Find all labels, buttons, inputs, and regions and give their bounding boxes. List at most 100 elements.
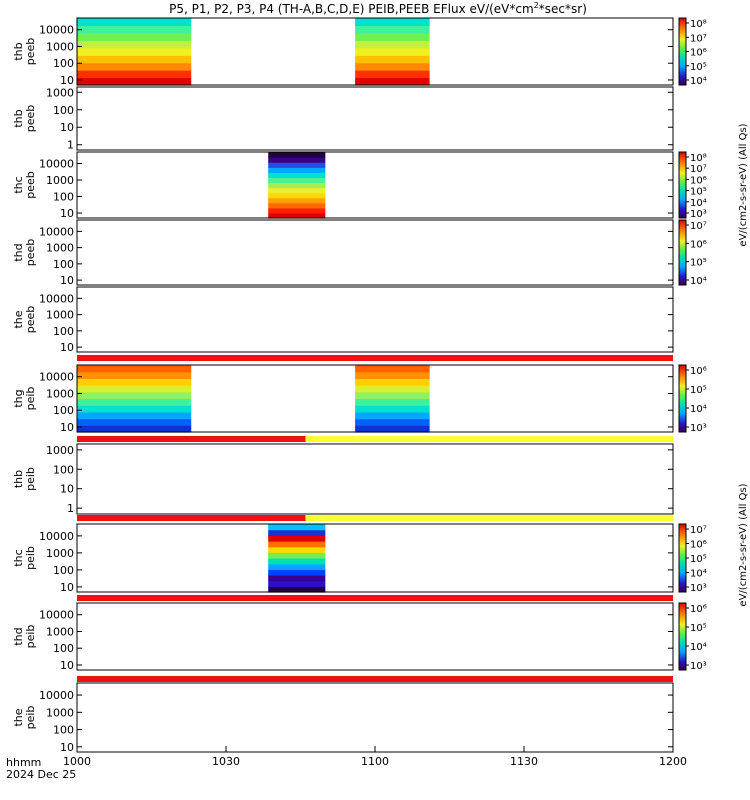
spectrogram-band: [77, 391, 192, 400]
spectrogram-band: [355, 18, 430, 27]
status-bar-red: [77, 355, 673, 361]
y-tick-label: 1000: [46, 40, 74, 53]
spectrogram-band: [77, 18, 192, 27]
status-bar-yellow: [305, 436, 673, 442]
x-tick-label: 1000: [63, 755, 91, 768]
y-axis-label-instrument: peeb: [24, 171, 37, 199]
panel-frame: [76, 682, 674, 753]
spectrogram-band: [268, 524, 326, 531]
y-tick-label: 100: [53, 564, 74, 577]
y-tick-label: 10000: [39, 530, 74, 543]
spectrogram-band: [268, 529, 326, 536]
colorbar-tick-label: 10⁶: [690, 239, 707, 250]
spectrogram-band: [268, 569, 326, 576]
y-axis-label-probe: thd: [12, 243, 25, 261]
spectrogram-band: [355, 418, 430, 426]
colorbar-tick-label: 10³: [690, 583, 707, 594]
colorbar-tick-label: 10⁴: [690, 76, 707, 87]
spectrogram-band: [355, 40, 430, 49]
spectrogram-band: [77, 418, 192, 426]
colorbar-tick-label: 10⁶: [690, 366, 707, 377]
panel-thb-peeb: 10000 1000 100 10 thb peeb: [12, 17, 674, 87]
panel-thb-peib: 1000 100 10 1 thb peib: [12, 443, 674, 515]
y-tick-label: 10000: [39, 371, 74, 384]
colorbar-tick-label: 10⁶: [690, 48, 707, 59]
y-axis-label-instrument: peib: [24, 467, 37, 491]
spectrogram-band: [355, 411, 430, 420]
x-tick-label: 1030: [212, 755, 240, 768]
y-tick-label: 100: [53, 191, 74, 204]
spectrogram-band: [355, 62, 430, 71]
y-axis-label-probe: thc: [12, 549, 25, 566]
spectrogram-band: [77, 62, 192, 71]
x-axis-label-hhmm: hhmm: [6, 756, 41, 769]
spectrogram-band: [268, 182, 326, 189]
panel-thc-peib: 10000 1000 100 10 thc peib: [12, 523, 674, 594]
y-tick-label: 1000: [46, 625, 74, 638]
colorbar-thd-peeb: [678, 219, 687, 286]
y-tick-label: 1000: [46, 242, 74, 255]
y-axis-label-probe: thg: [12, 389, 25, 407]
spectrogram-band: [355, 70, 430, 79]
spectrogram-band: [355, 77, 430, 86]
colorbar-tick-label: 10⁵: [690, 62, 707, 73]
y-tick-label: 10: [60, 341, 74, 354]
spectrogram-band: [77, 405, 192, 413]
y-tick-label: 10000: [39, 292, 74, 305]
y-axis-label-instrument: peeb: [24, 105, 37, 133]
colorbar-tick-label: 10⁴: [690, 569, 707, 580]
y-axis-label-instrument: peeb: [24, 38, 37, 66]
x-tick-label: 1130: [510, 755, 538, 768]
spectrogram-band: [355, 385, 430, 393]
y-axis-label-instrument: peib: [24, 546, 37, 570]
spectrogram-band: [77, 365, 192, 373]
colorbar-tick-label: 10⁶: [690, 175, 707, 186]
spectrogram-band: [268, 152, 326, 158]
colorbar-tick-label: 10⁵: [690, 258, 707, 269]
status-bar-red: [77, 595, 673, 601]
panel-frame: [76, 523, 674, 593]
spectrogram-band: [355, 47, 430, 56]
y-axis-label-instrument: peib: [24, 387, 37, 411]
colorbar-tick-label: 10⁷: [690, 164, 707, 175]
spectrogram-band: [77, 411, 192, 420]
y-axis-label-probe: thb: [12, 470, 25, 488]
panel-thb-peeb: 1000 100 10 1 thb peeb: [12, 86, 674, 152]
y-tick-label: 1000: [46, 174, 74, 187]
x-axis-label-date: 2024 Dec 25: [6, 768, 76, 781]
panel-thd-peeb: 10000 1000 100 10 thd peeb: [12, 219, 674, 287]
spectrogram-band: [77, 55, 192, 64]
spectrogram-band: [355, 378, 430, 386]
spectrogram-band: [268, 546, 326, 553]
spectrogram-band: [268, 580, 326, 587]
y-axis-label-instrument: peeb: [24, 239, 37, 267]
colorbar-tick-label: 10⁵: [690, 554, 707, 565]
colorbar-tick-label: 10⁷: [690, 33, 707, 44]
y-tick-label: 10000: [39, 689, 74, 702]
colorbar-tick-label: 10⁸: [690, 153, 707, 164]
colorbar-tick-label: 10⁶: [690, 540, 707, 551]
y-axis-label-instrument: peib: [24, 706, 37, 730]
y-tick-label: 10: [60, 121, 74, 134]
spectrogram-band: [77, 47, 192, 56]
spectrogram-band: [77, 25, 192, 34]
spectrogram-band: [268, 162, 326, 168]
y-tick-label: 10: [60, 659, 74, 672]
spectrogram-band: [268, 207, 326, 214]
panel-frame: [76, 602, 674, 671]
spectrogram-band: [77, 371, 192, 379]
y-tick-label: 10: [60, 207, 74, 220]
y-tick-label: 100: [53, 104, 74, 117]
panel-frame: [76, 219, 674, 286]
spectrogram-band: [355, 398, 430, 406]
status-bar-red: [77, 436, 306, 442]
y-tick-label: 100: [53, 724, 74, 737]
spectrogram-band: [355, 32, 430, 41]
spectrogram-band: [268, 177, 326, 184]
status-bar-red: [77, 676, 673, 682]
colorbar-tick-label: 10⁷: [690, 221, 707, 232]
y-axis-label-instrument: peib: [24, 625, 37, 649]
spectrogram-band: [355, 25, 430, 34]
y-tick-label: 10: [60, 483, 74, 496]
y-tick-label: 10: [60, 74, 74, 87]
